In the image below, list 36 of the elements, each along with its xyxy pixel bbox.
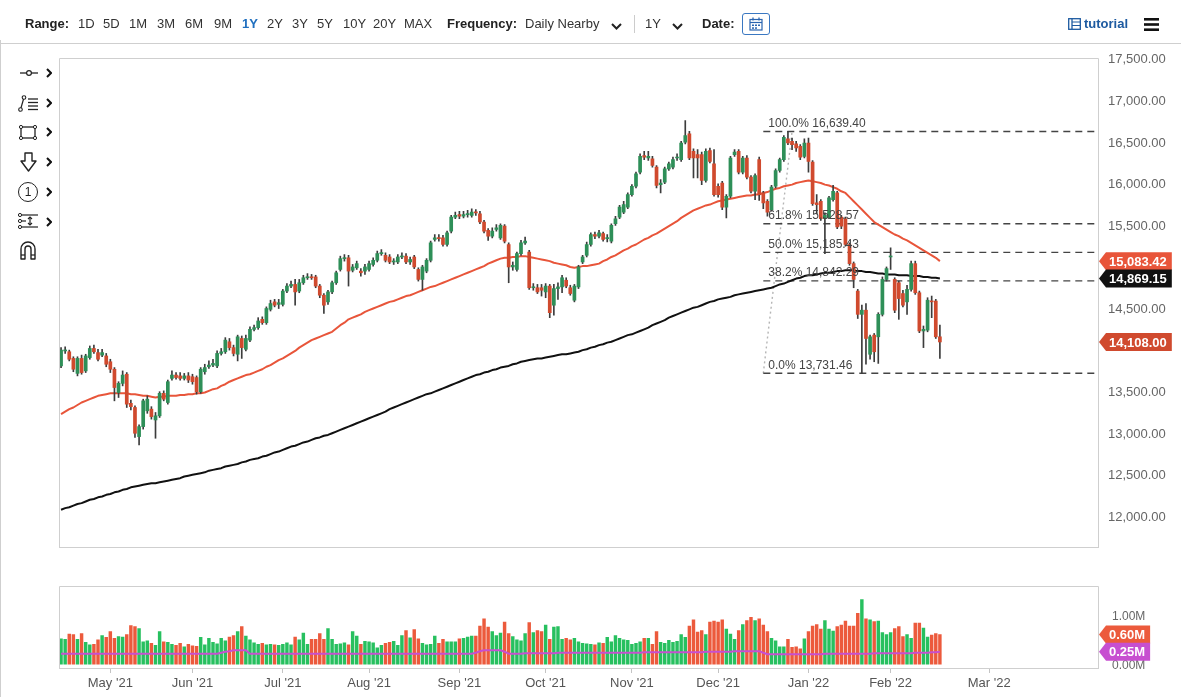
text: 14,869.15 bbox=[1109, 271, 1167, 287]
text: 6M bbox=[185, 16, 204, 32]
text: Date: bbox=[702, 16, 735, 32]
bar bbox=[63, 639, 67, 665]
text: 20Y bbox=[373, 16, 397, 32]
text: 1Y bbox=[242, 16, 258, 32]
text: 10Y bbox=[343, 16, 367, 32]
text: 2Y bbox=[267, 16, 283, 32]
text: 5Y bbox=[317, 16, 333, 32]
y-tick-label: 12,000.00 bbox=[1108, 508, 1166, 524]
text: Daily Nearby bbox=[525, 16, 600, 32]
y-tick-label: 14,500.00 bbox=[1108, 300, 1166, 316]
text: 9M bbox=[214, 16, 233, 32]
y-tick-label: 16,500.00 bbox=[1108, 134, 1166, 150]
text: Range: bbox=[25, 16, 70, 32]
text: MAX bbox=[404, 16, 433, 32]
text: 14,108.00 bbox=[1109, 334, 1167, 350]
text: 15,083.42 bbox=[1109, 253, 1167, 269]
text: 3M bbox=[157, 16, 176, 32]
text: 1D bbox=[78, 16, 95, 32]
y-tick-label: 16,000.00 bbox=[1108, 176, 1166, 192]
text: 5D bbox=[103, 16, 120, 32]
candlestick bbox=[531, 283, 536, 291]
y-tick-label: 13,000.00 bbox=[1108, 425, 1166, 441]
series-label: 100.0% 16,639.40 bbox=[768, 115, 867, 130]
text: tutorial bbox=[1084, 16, 1129, 32]
text: 3Y bbox=[292, 16, 308, 32]
text: Frequency: bbox=[447, 16, 518, 32]
y-tick-label: 17,500.00 bbox=[1108, 51, 1166, 67]
y-tick-label: 15,500.00 bbox=[1108, 217, 1166, 233]
y-tick-label: 17,000.00 bbox=[1108, 93, 1166, 109]
y-tick-label: 12,500.00 bbox=[1108, 467, 1166, 483]
y-tick-label: 13,500.00 bbox=[1108, 384, 1166, 400]
series-label: 0.0% 13,731.46 bbox=[768, 357, 853, 372]
text: 1Y bbox=[645, 16, 661, 32]
text: 1M bbox=[129, 16, 148, 32]
